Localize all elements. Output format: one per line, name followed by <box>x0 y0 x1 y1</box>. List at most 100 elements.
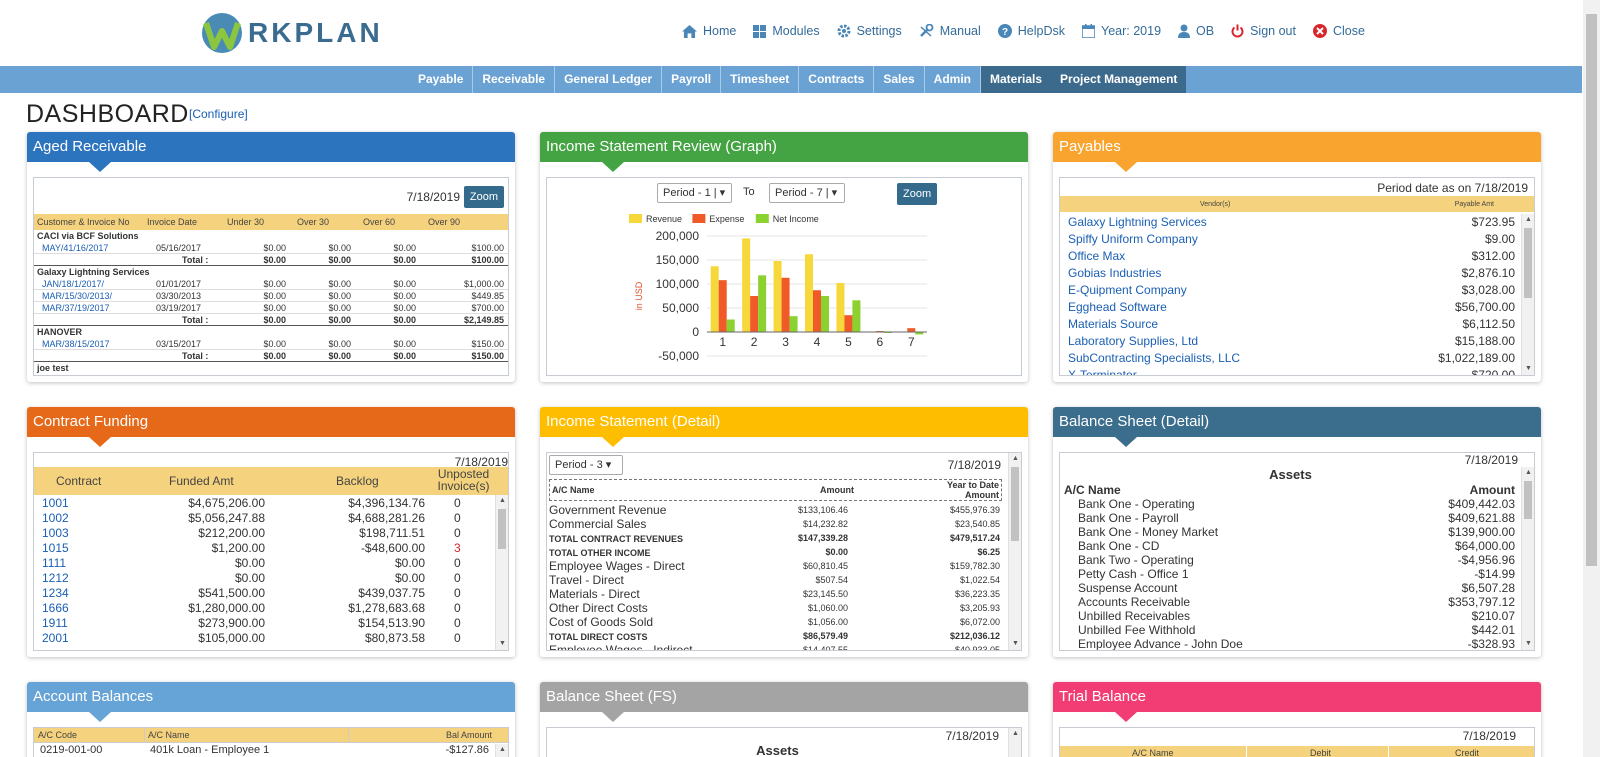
scroll-up-icon[interactable]: ▲ <box>1012 730 1019 737</box>
is-period-select[interactable]: Period - 3 ▾ <box>549 455 623 475</box>
graph-zoom-button[interactable]: Zoom <box>897 183 938 205</box>
is-row[interactable]: Government Revenue $133,106.46 $455,976.39 <box>549 503 1002 517</box>
is-row[interactable]: Other Direct Costs $1,060.00 $3,205.93 <box>549 601 1002 615</box>
contract-link[interactable]: 1003 <box>42 526 69 540</box>
bar-expense[interactable] <box>781 277 790 332</box>
is-row[interactable]: Materials - Direct $23,145.50 $36,223.35 <box>549 587 1002 601</box>
aged-zoom-button[interactable]: Zoom <box>463 186 504 208</box>
income-detail-header[interactable]: Income Statement (Detail) <box>540 407 1028 447</box>
is-row[interactable]: Employee Wages - Direct $60,810.45 $159,78… <box>549 559 1002 573</box>
topnav-year-2019[interactable]: Year: 2019 <box>1082 24 1161 38</box>
page-scroll-thumb[interactable] <box>1586 14 1597 566</box>
menu-payroll[interactable]: Payroll <box>662 66 722 93</box>
period-from-select[interactable]: Period - 1 | ▾ <box>657 183 732 203</box>
income-graph-header[interactable]: Income Statement Review (Graph) <box>540 132 1028 172</box>
bar-expense[interactable] <box>844 315 853 332</box>
scroll-up-icon[interactable]: ▲ <box>1012 455 1019 462</box>
payables-row[interactable]: Office Max $312.00 <box>1060 248 1521 265</box>
bar-revenue[interactable] <box>836 283 845 332</box>
scroll-thumb[interactable] <box>498 509 506 549</box>
menu-general-ledger[interactable]: General Ledger <box>555 66 663 93</box>
account-balances-header[interactable]: Account Balances <box>27 682 515 722</box>
bar-revenue[interactable] <box>805 254 813 332</box>
topnav-ob[interactable]: OB <box>1178 24 1214 38</box>
aged-invoice-row[interactable]: MAR/37/19/2017 03/19/2017 $0.00 $0.00 $0.00 $… <box>34 302 508 314</box>
contract-link[interactable]: 1002 <box>42 511 69 525</box>
vendor-link[interactable]: Spiffy Uniform Company <box>1068 232 1198 246</box>
payables-row[interactable]: SubContracting Specialists, LLC $1,022,18… <box>1060 350 1521 367</box>
aged-invoice-row[interactable]: MAR/38/15/2017 03/15/2017 $0.00 $0.00 $0.00 $… <box>34 338 508 350</box>
scroll-up-icon[interactable]: ▲ <box>1525 216 1532 223</box>
bs-row[interactable]: Accounts Receivable $353,797.12 <box>1060 595 1521 609</box>
bar-revenue[interactable] <box>742 238 751 332</box>
bs-row[interactable]: Suspense Account $6,507.28 <box>1060 581 1521 595</box>
scroll-down-icon[interactable]: ▼ <box>499 640 506 647</box>
contract-row[interactable]: 1666 $1,280,000.00 $1,278,683.68 0 <box>34 600 495 615</box>
contract-link[interactable]: 2001 <box>42 631 69 645</box>
menu-contracts[interactable]: Contracts <box>799 66 875 93</box>
bar-net-income[interactable] <box>852 300 861 332</box>
contract-link[interactable]: 1234 <box>42 586 69 600</box>
bs-row[interactable]: Employee Advance - John Doe -$328.93 <box>1060 637 1521 650</box>
period-to-select[interactable]: Period - 7 | ▾ <box>769 183 845 203</box>
contract-scrollbar[interactable]: ▲ ▼ <box>495 495 508 650</box>
bar-net-income[interactable] <box>821 296 829 332</box>
bar-net-income[interactable] <box>915 332 924 335</box>
scroll-thumb[interactable] <box>1011 467 1019 541</box>
vendor-link[interactable]: X-Terminator <box>1068 368 1137 376</box>
contract-link[interactable]: 1212 <box>42 571 69 585</box>
bar-net-income[interactable] <box>726 319 735 332</box>
contract-row[interactable]: 1212 $0.00 $0.00 0 <box>34 570 495 585</box>
payables-row[interactable]: E-Quipment Company $3,028.00 <box>1060 282 1521 299</box>
vendor-link[interactable]: Gobias Industries <box>1068 266 1162 280</box>
contract-row[interactable]: 1111 $0.00 $0.00 0 <box>34 555 495 570</box>
contract-row[interactable]: 1015 $1,200.00 -$48,600.00 3 <box>34 540 495 555</box>
contract-link[interactable]: 1911 <box>42 616 68 630</box>
aged-invoice-link[interactable]: MAY/41/16/2017 <box>42 243 109 253</box>
scroll-down-icon[interactable]: ▼ <box>1012 640 1019 647</box>
bs-row[interactable]: Bank One - Money Market $139,900.00 <box>1060 525 1521 539</box>
scroll-thumb[interactable] <box>1524 481 1532 519</box>
aged-invoice-row[interactable]: MAY/41/16/2017 05/16/2017 $0.00 $0.00 $0.00 $… <box>34 242 508 254</box>
aged-invoice-link[interactable]: JAN/18/1/2017/ <box>42 279 105 289</box>
topnav-close[interactable]: Close <box>1312 24 1365 38</box>
bs-row[interactable]: Unbilled Receivables $210.07 <box>1060 609 1521 623</box>
payables-row[interactable]: Gobias Industries $2,876.10 <box>1060 265 1521 282</box>
vendor-link[interactable]: Galaxy Lightning Services <box>1068 215 1207 229</box>
payables-row[interactable]: Laboratory Supplies, Ltd $15,188.00 <box>1060 333 1521 350</box>
payables-row[interactable]: Spiffy Uniform Company $9.00 <box>1060 231 1521 248</box>
aged-receivable-header[interactable]: Aged Receivable <box>27 132 515 172</box>
scroll-up-icon[interactable]: ▲ <box>499 497 506 504</box>
topnav-settings[interactable]: Settings <box>837 24 902 38</box>
vendor-link[interactable]: Laboratory Supplies, Ltd <box>1068 334 1199 348</box>
is-row[interactable]: Travel - Direct $507.54 $1,022.54 <box>549 573 1002 587</box>
bar-revenue[interactable] <box>773 260 782 332</box>
is-row[interactable]: Cost of Goods Sold $1,056.00 $6,072.00 <box>549 615 1002 629</box>
menu-payable[interactable]: Payable <box>409 66 474 93</box>
balance-fs-header[interactable]: Balance Sheet (FS) <box>540 682 1028 722</box>
topnav-manual[interactable]: Manual <box>919 24 981 38</box>
payables-row[interactable]: Galaxy Lightning Services $723.95 <box>1060 214 1521 231</box>
aged-invoice-link[interactable]: MAR/15/30/2013/ <box>42 291 113 301</box>
bs-row[interactable]: Bank Two - Operating -$4,956.96 <box>1060 553 1521 567</box>
balance-detail-header[interactable]: Balance Sheet (Detail) <box>1053 407 1541 447</box>
vendor-link[interactable]: Egghead Software <box>1068 300 1167 314</box>
vendor-link[interactable]: E-Quipment Company <box>1068 283 1187 297</box>
aged-invoice-link[interactable]: MAR/38/15/2017 <box>42 339 110 349</box>
vendor-link[interactable]: SubContracting Specialists, LLC <box>1068 351 1241 365</box>
is-row[interactable]: TOTAL DIRECT COSTS $86,579.49 $212,036.12 <box>549 629 1002 643</box>
menu-materials[interactable]: Materials <box>981 66 1052 93</box>
contract-row[interactable]: 1911 $273,900.00 $154,513.90 0 <box>34 615 495 630</box>
aged-invoice-link[interactable]: MAR/37/19/2017 <box>42 303 110 313</box>
topnav-home[interactable]: Home <box>682 24 736 38</box>
bs-row[interactable]: Bank One - CD $64,000.00 <box>1060 539 1521 553</box>
scroll-thumb[interactable] <box>1524 228 1532 298</box>
is-row[interactable]: TOTAL OTHER INCOME $0.00 $6.25 <box>549 545 1002 559</box>
bs-row[interactable]: Bank One - Operating $409,442.03 <box>1060 497 1521 511</box>
contract-row[interactable]: 1003 $212,200.00 $198,711.51 0 <box>34 525 495 540</box>
contract-row[interactable]: 1001 $4,675,206.00 $4,396,134.76 0 <box>34 495 495 510</box>
payables-row[interactable]: Materials Source $6,112.50 <box>1060 316 1521 333</box>
bar-net-income[interactable] <box>758 275 767 332</box>
topnav-sign-out[interactable]: Sign out <box>1231 24 1296 38</box>
menu-sales[interactable]: Sales <box>874 66 925 93</box>
